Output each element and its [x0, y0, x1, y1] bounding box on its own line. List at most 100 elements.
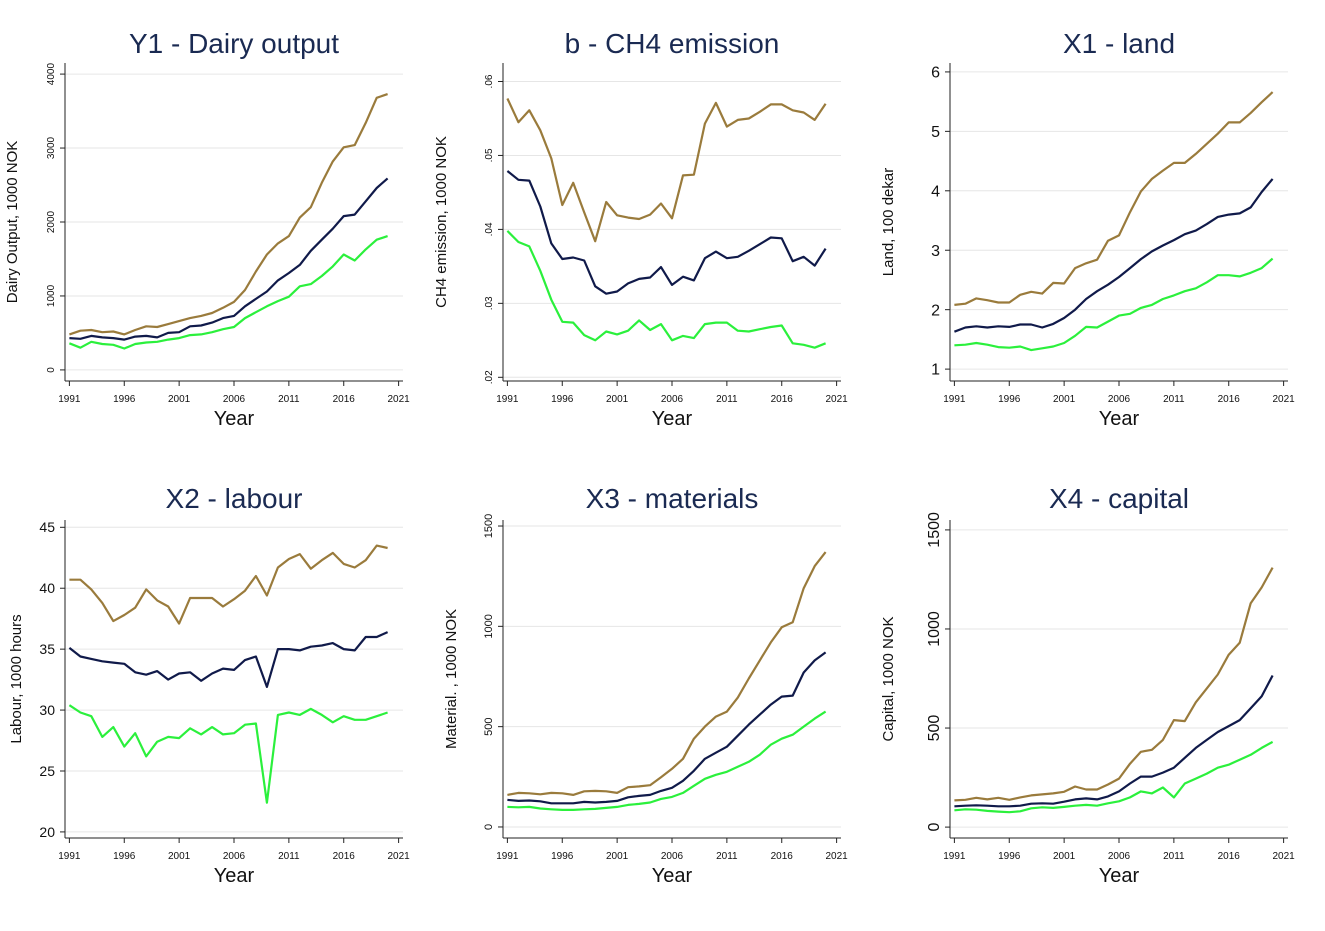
chart-title: X3 - materials [586, 483, 759, 514]
series-line-low [954, 257, 1274, 352]
x-tick-label: 2001 [606, 394, 629, 405]
y-tick-label: 45 [39, 519, 55, 535]
y-tick-label: .02 [484, 370, 495, 384]
x-tick-label: 2016 [333, 394, 356, 405]
series-line-mid [507, 651, 827, 805]
x-tick-label: 2001 [168, 394, 191, 405]
chart-title: X4 - capital [1049, 483, 1189, 514]
x-tick-label: 1991 [496, 851, 519, 862]
series-line-mid [954, 178, 1274, 333]
y-tick-label: 1 [931, 362, 940, 379]
x-tick-label: 1991 [943, 851, 966, 862]
x-tick-label: 1991 [58, 394, 81, 405]
x-tick-label: 1996 [113, 394, 136, 405]
y-axis-label: Labour, 1000 hours [8, 614, 25, 743]
x-tick-label: 2021 [387, 851, 410, 862]
y-tick-label: 2 [931, 302, 940, 319]
series-line-mid [954, 674, 1274, 808]
x-tick-label: 2021 [825, 394, 848, 405]
y-tick-label: 35 [39, 641, 55, 657]
y-tick-label: 3 [931, 243, 940, 260]
x-axis-label: Year [1099, 408, 1140, 430]
y-tick-label: 5 [931, 124, 940, 141]
series-line-high [506, 98, 827, 243]
x-tick-label: 1996 [998, 851, 1021, 862]
y-tick-label: .03 [484, 296, 495, 310]
y-tick-label: 2000 [46, 210, 57, 233]
x-tick-label: 1996 [113, 851, 136, 862]
y-tick-label: 30 [39, 702, 55, 718]
x-tick-label: 2001 [606, 851, 629, 862]
y-axis-label: Material. , 1000 NOK [443, 609, 460, 749]
x-tick-label: 2001 [1053, 851, 1076, 862]
y-axis-label: CH4 emission, 1000 NOK [433, 136, 450, 308]
x-tick-label: 2011 [278, 394, 300, 405]
y-tick-label: 1500 [483, 514, 495, 538]
x-tick-label: 2016 [771, 394, 794, 405]
x-tick-label: 2016 [771, 851, 794, 862]
y-tick-label: 500 [926, 715, 943, 742]
x-tick-label: 2021 [387, 394, 410, 405]
series-line-high [69, 544, 388, 625]
y-tick-label: 25 [39, 763, 55, 779]
x-tick-label: 2011 [278, 851, 300, 862]
y-tick-label: 1500 [926, 512, 943, 548]
x-axis-label: Year [214, 865, 255, 887]
x-tick-label: 2006 [223, 851, 246, 862]
x-tick-label: 2016 [1218, 851, 1241, 862]
x-tick-label: 2016 [1218, 394, 1241, 405]
y-tick-label: 500 [483, 717, 495, 735]
x-axis-label: Year [214, 408, 255, 430]
x-axis-label: Year [1099, 865, 1140, 887]
x-tick-label: 1996 [551, 851, 574, 862]
series-line-low [68, 235, 388, 350]
chart-title: X1 - land [1063, 28, 1175, 59]
panel-ch4-emission: b - CH4 emission .02 .03 .04 .05 .06 1991 1996 2… [433, 28, 848, 430]
x-tick-label: 2006 [223, 394, 246, 405]
series-line-mid [68, 631, 389, 689]
y-axis-label: Dairy Output, 1000 NOK [4, 141, 21, 304]
y-tick-label: .04 [484, 222, 495, 236]
y-tick-label: 4000 [46, 63, 57, 86]
y-axis-label: Land, 100 dekar [880, 168, 897, 276]
y-tick-label: 1000 [46, 284, 57, 307]
x-axis-label: Year [652, 865, 693, 887]
series-line-high [507, 551, 827, 797]
chart-title: Y1 - Dairy output [129, 28, 339, 59]
y-tick-label: 0 [483, 824, 495, 830]
x-tick-label: 2006 [661, 394, 684, 405]
panel-x3-materials: X3 - materials 0 500 1000 1500 1991 1996 2001 20… [443, 483, 848, 887]
x-tick-label: 2011 [716, 394, 738, 405]
series-line-mid [69, 177, 389, 341]
x-tick-label: 2001 [1053, 394, 1076, 405]
y-tick-label: 1000 [926, 611, 943, 647]
chart-title: X2 - labour [166, 483, 303, 514]
y-tick-label: 4 [931, 183, 940, 200]
y-tick-label: 1000 [483, 614, 495, 638]
series-line-mid [506, 170, 827, 295]
x-tick-label: 1996 [998, 394, 1021, 405]
x-tick-label: 2011 [1163, 394, 1185, 405]
x-tick-label: 2001 [168, 851, 191, 862]
x-tick-label: 2011 [1163, 851, 1185, 862]
y-tick-label: 0 [926, 823, 943, 832]
x-tick-label: 1991 [943, 394, 966, 405]
series-line-high [954, 567, 1274, 802]
x-tick-label: 1991 [496, 394, 519, 405]
y-tick-label: .06 [484, 74, 495, 88]
x-tick-label: 2006 [1108, 394, 1131, 405]
series-line-low [68, 704, 388, 804]
x-tick-label: 1996 [551, 394, 574, 405]
y-tick-label: 0 [46, 367, 57, 373]
panel-y1-dairy-output: Y1 - Dairy output 0 1000 2000 3000 4000 1991 19… [4, 28, 410, 430]
x-tick-label: 2006 [1108, 851, 1131, 862]
x-tick-label: 2021 [1272, 851, 1295, 862]
x-axis-label: Year [652, 408, 693, 430]
x-tick-label: 2006 [661, 851, 684, 862]
panel-x1-land: X1 - land 1 2 3 4 5 6 1991 1996 2001 2006 2011 2016 2… [880, 28, 1295, 430]
y-tick-label: 6 [931, 65, 940, 82]
y-tick-label: 20 [39, 824, 55, 840]
x-tick-label: 2021 [1272, 394, 1295, 405]
panel-x4-capital: X4 - capital 0 500 1000 1500 1991 1996 2001 2006… [880, 483, 1295, 887]
